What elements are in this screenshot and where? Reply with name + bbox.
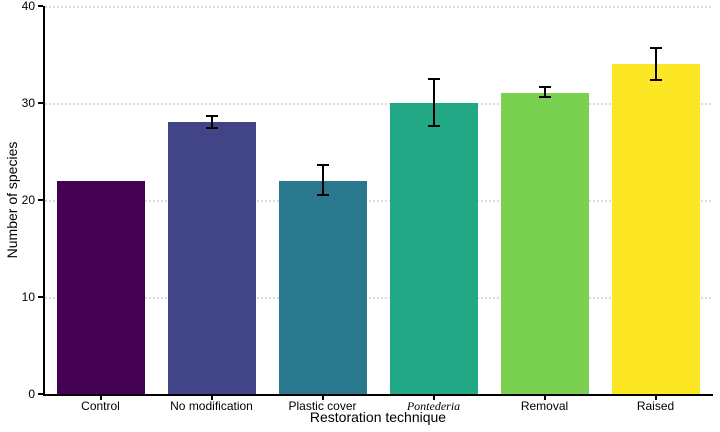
y-axis-tick-label: 40: [21, 0, 35, 13]
bar: [390, 103, 478, 394]
error-bar: [654, 47, 657, 80]
x-axis-tick-label: Control: [81, 399, 120, 413]
y-axis-tick-label: 30: [21, 96, 35, 110]
x-axis-tick: [654, 395, 657, 400]
y-gridline: [45, 297, 711, 299]
bar: [168, 122, 256, 394]
error-bar-cap: [205, 114, 218, 117]
y-axis-tick: [38, 5, 43, 7]
x-axis-tick-label: Removal: [520, 399, 569, 413]
y-gridline: [45, 200, 711, 202]
error-bar-cap: [538, 86, 551, 89]
error-bar-cap: [649, 78, 662, 81]
x-axis-tick-label: Pontederia: [406, 399, 461, 413]
y-axis-tick: [38, 102, 43, 104]
bar: [279, 180, 367, 394]
x-axis-tick: [321, 395, 324, 400]
error-bar-cap: [316, 164, 329, 167]
x-axis-line: [43, 394, 713, 396]
y-axis-tick-label: 20: [21, 193, 35, 207]
x-axis-tick-label: No modification: [170, 399, 253, 413]
x-axis-tick-label: Raised: [636, 399, 675, 413]
error-bar-cap: [427, 77, 440, 80]
x-axis-tick: [210, 395, 213, 400]
x-axis-tick: [99, 395, 102, 400]
x-axis-title: Restoration technique: [309, 409, 447, 425]
error-bar-cap: [538, 96, 551, 99]
error-bar-cap: [316, 194, 329, 197]
bar: [57, 180, 145, 394]
x-axis-tick: [432, 395, 435, 400]
bar: [501, 93, 589, 394]
error-bar-cap: [427, 125, 440, 128]
x-axis-tick: [543, 395, 546, 400]
error-bar: [543, 87, 546, 98]
error-bar-cap: [649, 46, 662, 49]
y-axis-tick: [38, 393, 43, 395]
error-bar-cap: [205, 127, 218, 130]
x-axis-tick-label: Plastic cover: [288, 399, 357, 413]
plot-area: [45, 6, 711, 394]
y-axis-tick-label: 0: [28, 387, 35, 401]
bar: [612, 64, 700, 394]
y-gridline: [45, 103, 711, 105]
error-bar: [321, 165, 324, 196]
y-gridline: [45, 6, 711, 8]
y-axis-tick-label: 10: [21, 290, 35, 304]
y-axis-tick: [38, 199, 43, 201]
error-bar: [210, 115, 213, 129]
y-axis-tick: [38, 296, 43, 298]
y-axis-line: [43, 6, 45, 396]
error-bar: [432, 78, 435, 127]
